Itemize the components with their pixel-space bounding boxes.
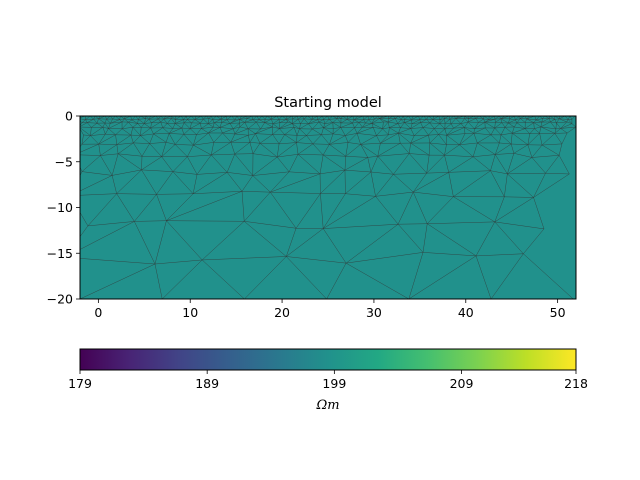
colorbar-tick-label: 199 <box>322 376 346 391</box>
y-tick-label: −10 <box>47 200 73 215</box>
x-tick-label: 50 <box>550 305 566 320</box>
colorbar-ticks: 179 189 199 209 218 <box>68 370 588 391</box>
colorbar-tick-label: 209 <box>450 376 474 391</box>
x-tick-label: 20 <box>274 305 290 320</box>
chart-title: Starting model <box>274 95 382 111</box>
y-axis: 0 −5 −10 −15 −20 <box>47 109 80 307</box>
x-tick-label: 40 <box>458 305 474 320</box>
plot-area <box>79 115 577 300</box>
colorbar-tick-label: 189 <box>195 376 219 391</box>
y-tick-label: −15 <box>47 246 73 261</box>
model-field <box>80 116 576 299</box>
x-axis: 0 10 20 30 40 50 <box>94 299 566 320</box>
colorbar-gradient <box>79 348 577 371</box>
y-tick-label: 0 <box>65 109 73 124</box>
x-tick-label: 10 <box>182 305 198 320</box>
colorbar-tick-label: 218 <box>564 376 588 391</box>
colorbar-tick-label: 179 <box>68 376 92 391</box>
x-tick-label: 30 <box>366 305 382 320</box>
colorbar-label: Ωm <box>315 398 339 413</box>
colorbar: 179 189 199 209 218 Ωm <box>68 348 588 413</box>
x-tick-label: 0 <box>94 305 102 320</box>
y-tick-label: −5 <box>55 154 73 169</box>
mesh-grid <box>80 116 576 299</box>
y-tick-label: −20 <box>47 292 73 307</box>
